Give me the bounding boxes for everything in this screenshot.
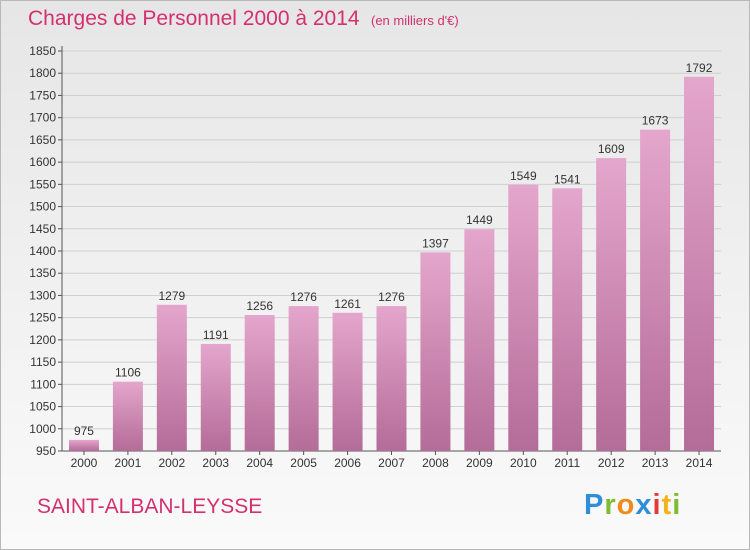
- y-tick-label: 1850: [29, 44, 56, 58]
- town-name: SAINT-ALBAN-LEYSSE: [37, 495, 263, 518]
- y-tick-label: 1150: [30, 355, 56, 369]
- bar: [376, 306, 407, 451]
- x-tick-label: 2014: [686, 456, 713, 470]
- x-tick-label: 2009: [466, 456, 493, 470]
- bar: [684, 76, 715, 452]
- logo-letter: P: [584, 489, 605, 521]
- data-label: 1673: [642, 114, 669, 128]
- data-label: 1792: [686, 61, 713, 75]
- data-label: 1609: [598, 142, 625, 156]
- bar: [200, 343, 231, 451]
- x-tick-label: 2001: [115, 456, 142, 470]
- y-tick-label: 1350: [29, 266, 56, 280]
- bar: [508, 184, 539, 451]
- bar: [244, 315, 275, 451]
- x-tick-label: 2013: [642, 456, 669, 470]
- x-tick-label: 2012: [598, 456, 625, 470]
- data-label: 975: [74, 424, 94, 438]
- y-tick-label: 1250: [29, 311, 56, 325]
- x-tick-label: 2004: [246, 456, 273, 470]
- data-label: 1191: [203, 328, 229, 342]
- chart-title: Charges de Personnel 2000 à 2014: [28, 7, 360, 30]
- bar: [156, 304, 187, 451]
- y-tick-label: 1500: [29, 200, 56, 214]
- data-label: 1276: [290, 290, 317, 304]
- logo-letter: t: [661, 489, 673, 521]
- y-tick-label: 1700: [29, 111, 56, 125]
- y-axis-ticks: 950 1000 1050 1100 1150 1200 1250 1300 1350 1400 1…: [29, 44, 62, 458]
- x-tick-label: 2000: [71, 456, 98, 470]
- logo-letter: i: [672, 489, 682, 521]
- chart-subtitle: (en milliers d'€): [371, 13, 459, 28]
- y-tick-label: 1100: [30, 377, 56, 391]
- bar: [112, 381, 143, 451]
- y-tick-label: 1800: [29, 66, 56, 80]
- data-labels: 975 1106 1279 1191 1256 1276 1261 1276 1397 1449 1…: [74, 61, 713, 438]
- y-tick-label: 1600: [29, 155, 56, 169]
- logo-letter: i: [652, 489, 662, 521]
- data-label: 1449: [466, 213, 493, 227]
- bar: [640, 129, 671, 451]
- logo-letter: x: [635, 489, 653, 521]
- data-label: 1397: [422, 236, 449, 250]
- y-tick-label: 1000: [29, 422, 56, 436]
- data-label: 1256: [246, 299, 273, 313]
- x-tick-label: 2005: [290, 456, 317, 470]
- bar: [552, 188, 583, 452]
- x-tick-label: 2011: [554, 456, 580, 470]
- bars: [68, 76, 715, 452]
- x-tick-label: 2010: [510, 456, 537, 470]
- y-tick-label: 1450: [29, 222, 56, 236]
- y-tick-label: 950: [36, 444, 56, 458]
- data-label: 1106: [115, 366, 141, 380]
- bar: [596, 158, 627, 451]
- x-tick-label: 2002: [158, 456, 185, 470]
- bar: [68, 439, 99, 451]
- y-tick-label: 1550: [29, 177, 56, 191]
- y-tick-label: 1400: [29, 244, 56, 258]
- bar: [464, 229, 495, 451]
- y-tick-label: 1300: [29, 288, 56, 302]
- y-tick-label: 1050: [29, 400, 56, 414]
- data-label: 1276: [378, 290, 405, 304]
- x-tick-label: 2003: [202, 456, 229, 470]
- x-axis-ticks: 2000 2001 2002 2003 2004 2005 2006 2007 2008 2009…: [71, 451, 713, 470]
- logo-letter: r: [604, 489, 617, 521]
- bar: [288, 306, 319, 451]
- bar: [332, 312, 363, 451]
- y-tick-label: 1650: [29, 133, 56, 147]
- proxiti-logo[interactable]: Proxiti: [584, 489, 681, 522]
- logo-letter: o: [616, 489, 636, 521]
- x-tick-label: 2008: [422, 456, 449, 470]
- data-label: 1549: [510, 169, 537, 183]
- y-tick-label: 1200: [29, 333, 56, 347]
- data-label: 1541: [554, 172, 581, 186]
- x-tick-label: 2006: [334, 456, 361, 470]
- x-tick-label: 2007: [378, 456, 405, 470]
- data-label: 1261: [334, 297, 361, 311]
- bar: [420, 252, 451, 451]
- y-tick-label: 1750: [29, 88, 56, 102]
- data-label: 1279: [158, 289, 185, 303]
